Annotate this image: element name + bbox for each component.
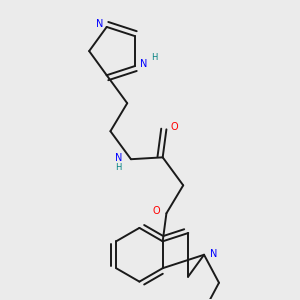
Text: N: N	[140, 59, 147, 69]
Text: N: N	[210, 249, 218, 259]
Text: H: H	[151, 53, 158, 62]
Text: H: H	[116, 163, 122, 172]
Text: N: N	[96, 19, 104, 29]
Text: O: O	[171, 122, 178, 133]
Text: N: N	[115, 153, 122, 163]
Text: O: O	[152, 206, 160, 217]
